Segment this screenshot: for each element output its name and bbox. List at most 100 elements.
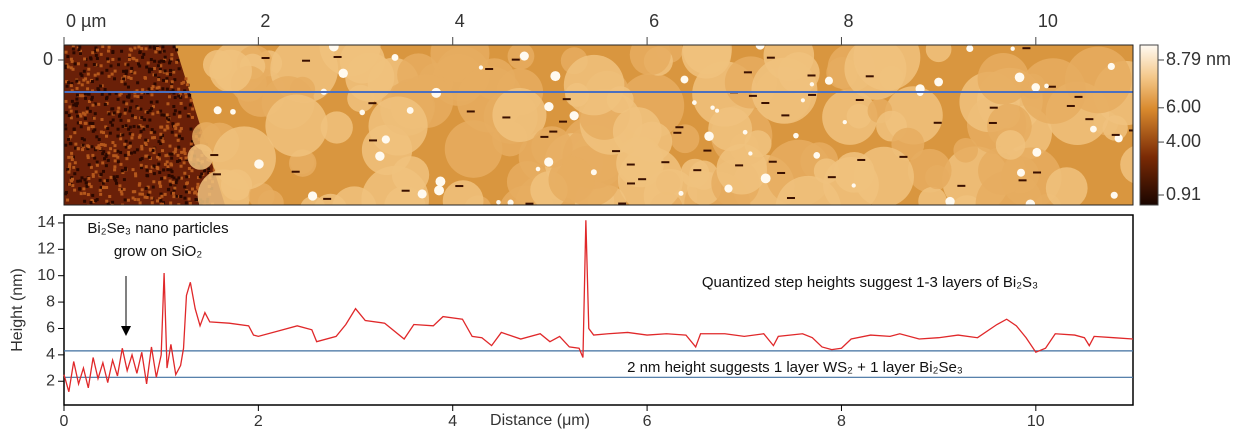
texture bbox=[132, 57, 136, 61]
texture bbox=[80, 176, 84, 180]
texture bbox=[127, 127, 131, 131]
texture bbox=[128, 53, 132, 57]
texture bbox=[550, 71, 561, 82]
texture bbox=[786, 197, 795, 200]
texture bbox=[149, 100, 153, 104]
texture bbox=[76, 147, 80, 151]
texture bbox=[101, 152, 105, 156]
texture bbox=[148, 147, 152, 151]
texture bbox=[64, 190, 68, 194]
texture bbox=[71, 47, 75, 51]
texture bbox=[93, 156, 97, 160]
texture bbox=[153, 82, 157, 86]
texture bbox=[146, 193, 150, 197]
texture bbox=[261, 57, 270, 60]
texture bbox=[70, 179, 74, 183]
texture bbox=[94, 199, 98, 203]
texture bbox=[64, 66, 68, 70]
texture bbox=[124, 62, 128, 66]
texture bbox=[761, 102, 770, 105]
texture bbox=[161, 45, 165, 49]
texture bbox=[159, 109, 163, 113]
texture bbox=[176, 159, 180, 163]
texture bbox=[171, 180, 175, 184]
texture bbox=[94, 170, 98, 174]
texture bbox=[109, 175, 113, 179]
texture bbox=[121, 171, 125, 175]
texture bbox=[1111, 133, 1120, 136]
texture bbox=[1033, 171, 1042, 174]
texture bbox=[1064, 46, 1132, 114]
texture bbox=[64, 127, 68, 131]
texture bbox=[183, 106, 187, 110]
texture bbox=[169, 183, 173, 187]
annotation: 2 nm height suggests 1 layer WS₂ + 1 lay… bbox=[627, 359, 963, 376]
texture bbox=[105, 179, 109, 183]
texture bbox=[97, 137, 101, 141]
texture bbox=[549, 130, 558, 133]
texture bbox=[148, 118, 152, 122]
texture bbox=[207, 167, 211, 171]
texture bbox=[180, 150, 184, 154]
texture bbox=[193, 190, 197, 194]
texture bbox=[159, 64, 163, 68]
texture bbox=[149, 131, 153, 135]
texture bbox=[111, 57, 115, 61]
texture bbox=[71, 45, 75, 49]
texture bbox=[742, 129, 748, 135]
texture bbox=[182, 80, 186, 84]
texture bbox=[75, 86, 79, 90]
texture bbox=[179, 176, 183, 180]
texture bbox=[196, 182, 200, 186]
x-tick-label: 6 bbox=[649, 11, 659, 31]
texture bbox=[83, 57, 87, 61]
texture bbox=[492, 88, 547, 143]
texture bbox=[144, 186, 148, 190]
texture bbox=[146, 139, 150, 143]
texture bbox=[105, 68, 109, 72]
texture bbox=[716, 143, 768, 195]
texture bbox=[91, 193, 95, 197]
texture bbox=[131, 168, 135, 172]
texture bbox=[169, 201, 173, 205]
texture bbox=[182, 161, 186, 165]
texture bbox=[638, 178, 647, 181]
texture bbox=[152, 180, 156, 184]
texture bbox=[83, 121, 87, 125]
texture bbox=[177, 203, 181, 205]
texture bbox=[128, 47, 132, 51]
texture bbox=[145, 173, 149, 177]
texture bbox=[692, 100, 697, 105]
texture bbox=[122, 187, 126, 191]
image-frame bbox=[63, 44, 1134, 206]
texture bbox=[134, 172, 138, 176]
texture bbox=[123, 166, 127, 170]
texture bbox=[159, 199, 163, 203]
texture bbox=[80, 74, 84, 78]
texture bbox=[148, 45, 152, 49]
texture bbox=[198, 175, 202, 179]
texture bbox=[189, 142, 193, 146]
texture bbox=[369, 139, 378, 142]
texture bbox=[69, 84, 73, 88]
texture bbox=[124, 145, 128, 149]
texture bbox=[79, 72, 83, 76]
texture bbox=[84, 181, 88, 185]
texture bbox=[72, 51, 76, 55]
texture bbox=[865, 75, 874, 78]
texture bbox=[83, 199, 87, 203]
y-tick-label: 6 bbox=[46, 320, 55, 337]
texture bbox=[123, 82, 127, 86]
texture bbox=[152, 67, 156, 71]
texture bbox=[133, 94, 137, 98]
texture bbox=[150, 128, 154, 132]
texture bbox=[163, 176, 167, 180]
texture bbox=[124, 72, 128, 76]
texture bbox=[126, 198, 130, 202]
texture bbox=[160, 125, 164, 129]
texture bbox=[704, 131, 714, 142]
texture bbox=[196, 185, 200, 189]
texture bbox=[105, 153, 109, 157]
texture bbox=[118, 184, 122, 188]
